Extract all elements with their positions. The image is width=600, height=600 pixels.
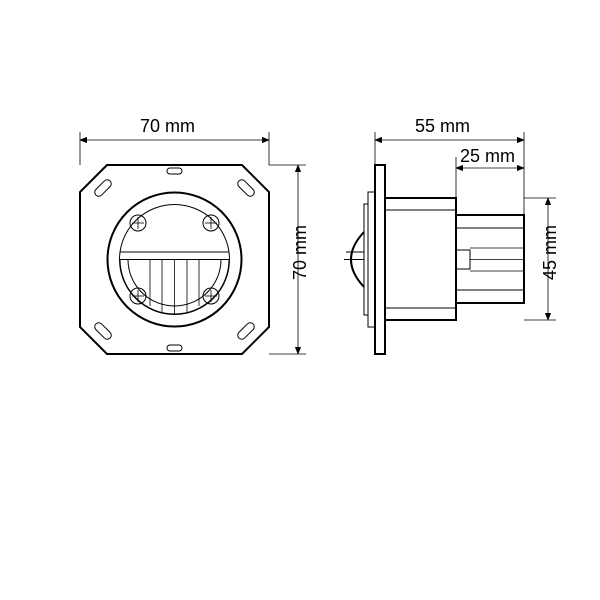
dim-label: 70 mm bbox=[290, 225, 310, 280]
dimension-side-rear: 25 mm bbox=[456, 146, 524, 198]
dim-label: 55 mm bbox=[415, 116, 470, 136]
dim-label: 25 mm bbox=[460, 146, 515, 166]
screw-icon bbox=[130, 215, 146, 231]
mount-slot-icon bbox=[236, 321, 256, 341]
side-view bbox=[344, 165, 524, 354]
dim-label: 45 mm bbox=[540, 225, 560, 280]
dimension-front-width: 70 mm bbox=[80, 116, 269, 165]
front-view bbox=[80, 165, 269, 354]
screw-icon bbox=[203, 215, 219, 231]
mount-slot-icon bbox=[236, 178, 256, 198]
screw-icon bbox=[130, 288, 146, 304]
dim-label: 70 mm bbox=[140, 116, 195, 136]
dimension-side-height: 45 mm bbox=[524, 198, 560, 320]
mount-slot-icon bbox=[93, 178, 113, 198]
dimension-front-height: 70 mm bbox=[269, 165, 310, 354]
screw-icon bbox=[203, 288, 219, 304]
mount-slot-icon bbox=[93, 321, 113, 341]
